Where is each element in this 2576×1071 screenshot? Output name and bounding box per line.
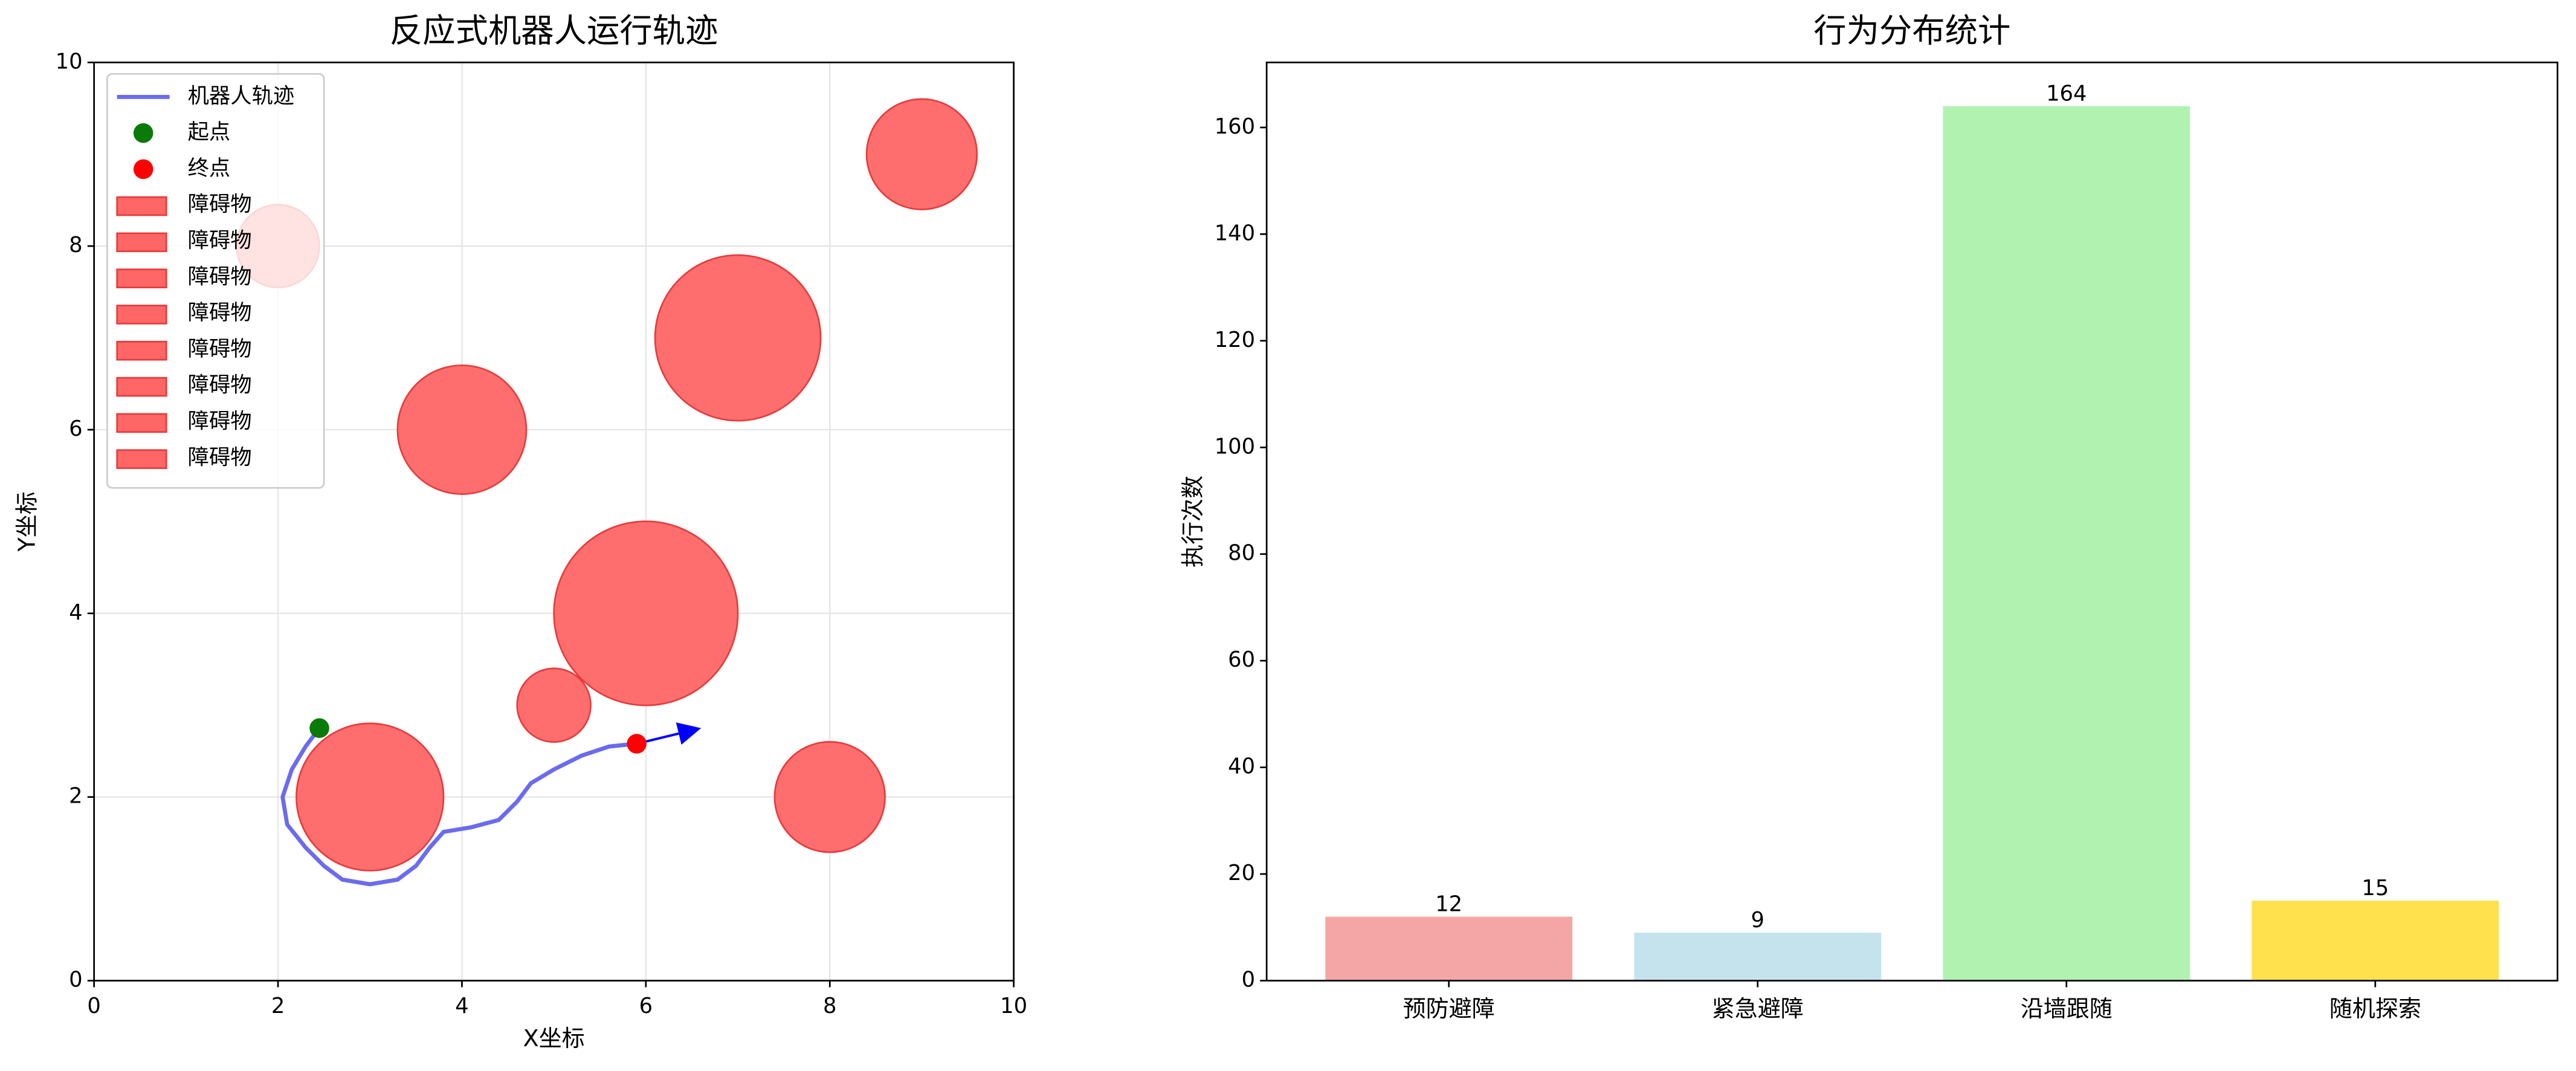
- y-tick-label: 140: [1215, 221, 1255, 245]
- legend-patch: [116, 449, 167, 469]
- legend-patch: [116, 377, 167, 397]
- legend-patch: [116, 232, 167, 253]
- value-label: 164: [2046, 82, 2087, 106]
- y-tick-label: 160: [1215, 114, 1255, 139]
- y-tick-label: 6: [69, 416, 82, 441]
- start-point: [309, 718, 329, 739]
- legend-label: 障碍物: [188, 228, 252, 253]
- legend-patch: [116, 413, 167, 433]
- legend-label: 终点: [188, 156, 231, 181]
- x-tick-label: 2: [271, 994, 285, 1018]
- bar: [1943, 106, 2190, 981]
- y-tick-label: 40: [1228, 754, 1255, 779]
- value-label: 15: [2361, 876, 2389, 901]
- legend-label: 起点: [188, 120, 231, 144]
- bar: [2252, 901, 2499, 981]
- end-point: [627, 734, 647, 754]
- x-tick-label: 4: [455, 994, 468, 1018]
- y-axis-label: 执行次数: [1180, 476, 1206, 568]
- x-tick-label: 6: [639, 994, 653, 1018]
- plot-area: [236, 98, 978, 887]
- y-tick-label: 80: [1228, 541, 1255, 566]
- y-tick-label: 4: [69, 600, 82, 625]
- value-label: 12: [1435, 892, 1462, 917]
- obstacle: [295, 722, 445, 872]
- obstacle: [516, 667, 592, 743]
- x-tick-label: 紧急避障: [1712, 995, 1804, 1022]
- legend-label: 障碍物: [188, 264, 252, 289]
- legend-dot: [133, 159, 153, 180]
- y-tick-label: 8: [69, 233, 82, 257]
- y-tick-label: 100: [1215, 434, 1255, 459]
- legend-patch: [116, 196, 167, 216]
- legend-patch: [116, 305, 167, 325]
- x-tick-label: 0: [87, 994, 100, 1018]
- bar: [1325, 916, 1573, 981]
- legend-label: 障碍物: [188, 373, 252, 398]
- obstacle: [654, 254, 822, 422]
- y-tick-label: 120: [1215, 328, 1255, 352]
- legend-label: 障碍物: [188, 300, 252, 325]
- legend-patch: [116, 268, 167, 288]
- legend-label: 障碍物: [188, 409, 252, 433]
- x-tick-label: 预防避障: [1403, 995, 1495, 1022]
- heading-head: [676, 722, 702, 745]
- y-tick-label: 10: [56, 49, 83, 74]
- y-tick-label: 0: [1242, 968, 1255, 992]
- axes-frame: [1265, 61, 2558, 982]
- y-tick-label: 0: [69, 968, 82, 992]
- y-axis-label: Y坐标: [13, 491, 40, 552]
- legend-label: 障碍物: [188, 445, 252, 470]
- x-axis-label: X坐标: [523, 1025, 585, 1052]
- legend-label: 障碍物: [188, 192, 252, 217]
- x-tick-label: 8: [823, 994, 836, 1018]
- y-tick-label: 2: [69, 784, 82, 809]
- bar: [1634, 933, 1882, 981]
- chart-title: 反应式机器人运行轨迹: [390, 11, 718, 50]
- y-tick-label: 20: [1228, 861, 1255, 885]
- value-label: 9: [1751, 908, 1764, 933]
- chart-title: 行为分布统计: [1813, 11, 2010, 50]
- legend-label: 障碍物: [188, 337, 252, 361]
- legend-dot: [133, 123, 153, 143]
- y-tick-label: 60: [1228, 647, 1255, 672]
- x-tick-label: 沿墙跟随: [2021, 995, 2113, 1022]
- legend-patch: [116, 340, 167, 361]
- axes-frame: [93, 61, 1015, 982]
- legend-label: 机器人轨迹: [188, 83, 295, 108]
- obstacle: [773, 740, 886, 853]
- x-tick-label: 10: [1000, 994, 1027, 1018]
- obstacle: [553, 520, 739, 707]
- obstacle: [396, 364, 528, 495]
- x-tick-label: 随机探索: [2329, 995, 2421, 1022]
- trajectory-line: [280, 726, 637, 887]
- obstacle: [865, 98, 978, 210]
